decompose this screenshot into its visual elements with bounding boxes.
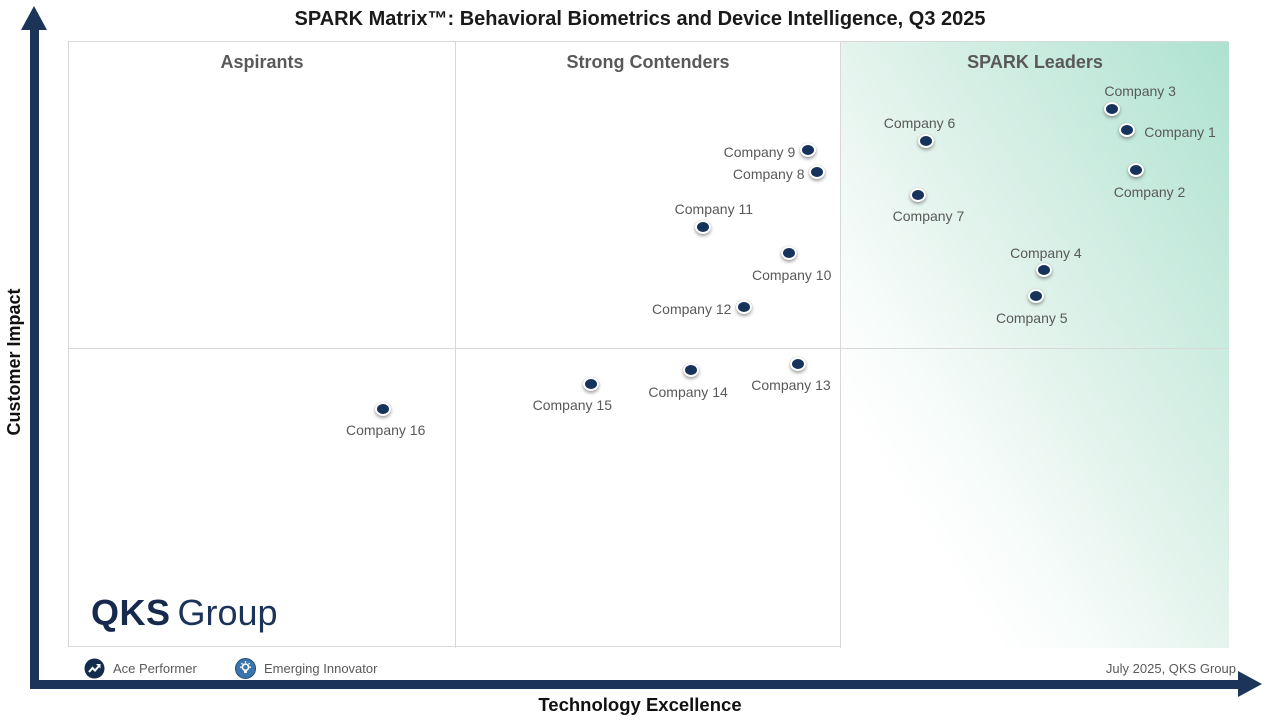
quadrant-divider-vertical-2 (840, 42, 841, 648)
company-dot (582, 376, 599, 391)
y-axis-label: Customer Impact (4, 288, 24, 436)
legend-item-emerging-innovator: Emerging Innovator (235, 658, 377, 679)
y-axis-line (30, 28, 39, 689)
company-dot (375, 401, 392, 416)
company-label: Company 8 (732, 166, 805, 183)
y-axis-arrowhead-icon (21, 6, 47, 30)
company-dot (1103, 101, 1120, 116)
legend-label-emerging-innovator: Emerging Innovator (264, 661, 378, 676)
company-dot (918, 133, 935, 148)
legend-label-ace-performer: Ace Performer (113, 661, 197, 676)
chart-title: SPARK Matrix™: Behavioral Biometrics and… (294, 8, 986, 30)
company-dot (1028, 289, 1045, 304)
company-label: Company 13 (751, 377, 831, 394)
logo-text-regular: Group (177, 592, 278, 633)
company-label: Company 15 (532, 397, 613, 414)
company-label: Company 3 (1104, 83, 1176, 100)
company-label: Company 11 (674, 201, 753, 218)
company-dot (682, 363, 699, 378)
company-dot (1036, 263, 1053, 278)
x-axis-line (30, 680, 1238, 689)
company-label: Company 9 (723, 144, 796, 161)
legend-item-ace-performer: Ace Performer (84, 658, 197, 679)
company-label: Company 14 (648, 383, 728, 400)
company-dot (1128, 163, 1145, 178)
quadrant-divider-horizontal (69, 348, 1229, 349)
company-label: Company 10 (751, 266, 832, 283)
x-axis-label: Technology Excellence (538, 694, 742, 715)
company-dot (1118, 122, 1135, 137)
company-dot (781, 246, 798, 261)
points-layer: Company 1 Company 2 Company 3 Company 4 Comp… (69, 42, 1229, 648)
company-dot (790, 356, 807, 371)
company-dot (799, 142, 816, 157)
company-label: Company 6 (883, 115, 956, 132)
company-dot (909, 187, 926, 202)
company-label: Company 12 (652, 301, 732, 318)
company-label: Company 2 (1113, 183, 1186, 200)
trend-up-icon (84, 658, 105, 679)
company-label: Company 7 (892, 208, 965, 225)
quadrant-divider-vertical-1 (455, 42, 456, 648)
company-dot (735, 299, 752, 314)
x-axis-arrowhead-icon (1238, 671, 1262, 697)
company-label: Company 5 (995, 309, 1068, 326)
quadrant-label-spark-leaders: SPARK Leaders (967, 52, 1103, 72)
company-label: Company 16 (345, 422, 426, 439)
logo-text-bold: QKS (91, 592, 171, 633)
quadrant-label-aspirants: Aspirants (220, 52, 304, 72)
qks-group-logo: QKS Group (91, 592, 278, 634)
lightbulb-icon (235, 658, 256, 679)
spark-leaders-gradient (840, 42, 1229, 648)
company-label: Company 1 (1144, 124, 1216, 141)
company-dot (809, 164, 826, 179)
footer-note: July 2025, QKS Group (1105, 661, 1236, 676)
company-label: Company 4 (1010, 244, 1082, 261)
company-dot (695, 219, 712, 234)
quadrant-label-strong-contenders: Strong Contenders (566, 52, 730, 72)
plot-area: Aspirants Strong Contenders SPARK Leader… (68, 41, 1229, 648)
